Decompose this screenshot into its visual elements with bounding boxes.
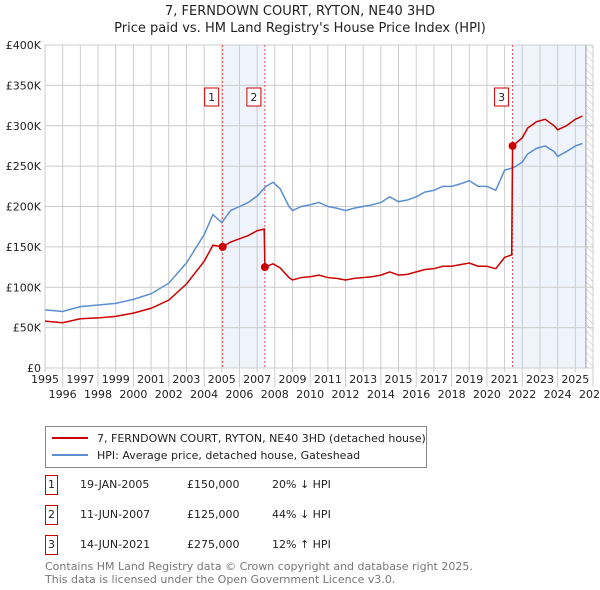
x-tick-label: 2009: [278, 373, 306, 386]
sale-date: 11-JUN-2007: [80, 508, 151, 521]
sale-row: 3 14-JUN-2021 £275,000 12% ↑ HPI: [45, 535, 545, 555]
y-tick-label: £100K: [6, 281, 42, 294]
sale-row: 1 19-JAN-2005 £150,000 20% ↓ HPI: [45, 475, 545, 495]
sale-point: [260, 263, 269, 272]
x-tick-label: 1998: [84, 388, 112, 401]
sale-marker-box: [246, 87, 262, 107]
x-tick-label: 2022: [508, 388, 536, 401]
footer: Contains HM Land Registry data © Crown c…: [45, 560, 473, 586]
legend-item-property: 7, FERNDOWN COURT, RYTON, NE40 3HD (deta…: [52, 430, 426, 446]
sale-marker-label: 3: [45, 535, 58, 555]
x-tick-label: 2013: [349, 373, 377, 386]
footer-line: This data is licensed under the Open Gov…: [45, 573, 396, 586]
sale-marker-label: 2: [250, 91, 257, 104]
y-tick-label: £350K: [6, 79, 42, 92]
legend-label: 7, FERNDOWN COURT, RYTON, NE40 3HD (deta…: [97, 431, 426, 445]
x-tick-label: 1999: [102, 373, 130, 386]
x-tick-label: 2016: [402, 388, 430, 401]
x-tick-label: 2025: [561, 373, 589, 386]
x-tick-label: 1996: [49, 388, 77, 401]
x-tick-label: 2019: [455, 373, 483, 386]
y-tick-label: £200K: [6, 201, 42, 214]
y-tick-label: £50K: [13, 322, 42, 335]
x-tick-label: 2023: [526, 373, 554, 386]
sale-marker-box: [204, 87, 220, 107]
x-tick-label: 2004: [190, 388, 218, 401]
x-tick-label: 2015: [385, 373, 413, 386]
x-tick-label: 2017: [420, 373, 448, 386]
sale-marker-label: 3: [498, 91, 505, 104]
x-tick-label: 2020: [473, 388, 501, 401]
footer-line: Contains HM Land Registry data © Crown c…: [45, 560, 473, 573]
price-chart: 1995 1996 1997 1998 1999 2000 2001 2002 2003 2004…: [6, 39, 600, 401]
x-tick-label: 2001: [137, 373, 165, 386]
legend-swatch-blue: [52, 454, 88, 456]
y-tick-label: £400K: [6, 39, 42, 52]
sale-hpi-diff: 44% ↓ HPI: [272, 508, 331, 521]
hpi-line: [44, 142, 583, 313]
sale-price: £150,000: [187, 478, 240, 491]
legend-swatch-red: [52, 437, 88, 439]
y-tick-label: £150K: [6, 241, 42, 254]
sale-marker-label: 2: [45, 505, 58, 525]
legend-item-hpi: HPI: Average price, detached house, Gate…: [52, 447, 360, 463]
sale-marker-box: [494, 87, 510, 107]
x-tick-label: 2021: [491, 373, 519, 386]
sale-date: 14-JUN-2021: [80, 538, 151, 551]
x-tick-label: 1997: [66, 373, 94, 386]
x-tick-label: 1995: [31, 373, 59, 386]
x-tick-label: 2006: [225, 388, 253, 401]
sale-marker-label: 1: [45, 475, 58, 495]
sale-point: [508, 141, 517, 150]
legend: 7, FERNDOWN COURT, RYTON, NE40 3HD (deta…: [45, 426, 427, 468]
x-tick-label: 2010: [296, 388, 324, 401]
x-tick-label: 2007: [243, 373, 271, 386]
y-tick-label: £0: [27, 362, 41, 375]
x-tick-label: 2026: [579, 388, 600, 401]
chart-subtitle: Price paid vs. HM Land Registry's House …: [114, 21, 486, 36]
x-tick-label: 2002: [155, 388, 183, 401]
sale-hpi-diff: 12% ↑ HPI: [272, 538, 331, 551]
sale-row: 2 11-JUN-2007 £125,000 44% ↓ HPI: [45, 505, 545, 525]
x-tick-label: 2008: [261, 388, 289, 401]
x-tick-label: 2000: [119, 388, 147, 401]
sale-point: [218, 242, 227, 251]
x-tick-label: 2012: [332, 388, 360, 401]
sale-hpi-diff: 20% ↓ HPI: [272, 478, 331, 491]
x-tick-label: 2014: [367, 388, 395, 401]
property-line: [44, 115, 583, 324]
x-tick-label: 2005: [208, 373, 236, 386]
chart-title: 7, FERNDOWN COURT, RYTON, NE40 3HD: [164, 4, 436, 19]
legend-label: HPI: Average price, detached house, Gate…: [97, 448, 361, 462]
y-tick-label: £300K: [6, 120, 42, 133]
sale-marker-label: 1: [208, 91, 215, 104]
x-tick-label: 2011: [314, 373, 342, 386]
y-tick-label: £250K: [6, 160, 42, 173]
sale-price: £275,000: [187, 538, 240, 551]
sale-date: 19-JAN-2005: [80, 478, 150, 491]
x-tick-label: 2018: [438, 388, 466, 401]
x-tick-label: 2003: [172, 373, 200, 386]
sale-price: £125,000: [187, 508, 240, 521]
x-tick-label: 2024: [544, 388, 572, 401]
